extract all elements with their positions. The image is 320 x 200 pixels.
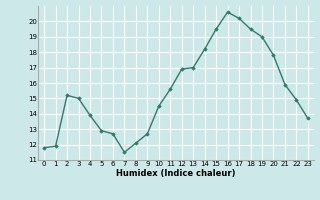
X-axis label: Humidex (Indice chaleur): Humidex (Indice chaleur) bbox=[116, 169, 236, 178]
